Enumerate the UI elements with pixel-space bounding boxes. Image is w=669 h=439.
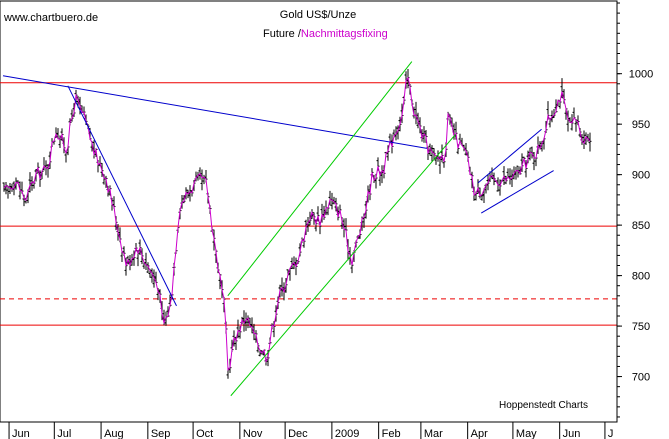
watermark: www.chartbuero.de	[3, 12, 98, 24]
y-tick-label: 800	[632, 271, 650, 283]
y-tick-label: 750	[632, 321, 650, 333]
trendline-apr-may-upper	[477, 128, 542, 184]
y-tick-label: 850	[632, 220, 650, 232]
trendline-channel-upper	[227, 61, 413, 297]
x-tick-label: Jul	[57, 428, 71, 439]
chart-subtitle: Future /Nachmittagsfixing	[263, 28, 388, 40]
trendline-channel-lower	[230, 133, 456, 397]
x-tick-label: Oct	[196, 428, 213, 439]
trendlines	[2, 61, 554, 397]
x-tick-label: J	[608, 428, 614, 439]
x-tick-label: Nov	[243, 428, 263, 439]
subtitle-highlight: Nachmittagsfixing	[301, 28, 388, 40]
y-tick-label: 1000	[629, 69, 653, 81]
chart-title: Gold US$/Unze	[280, 9, 356, 21]
trendline-apr-may-lower	[480, 170, 554, 214]
y-tick-label: 700	[632, 372, 650, 384]
x-tick-label: Aug	[104, 428, 124, 439]
x-tick-label: Sep	[151, 428, 171, 439]
y-tick-label: 950	[632, 119, 650, 131]
x-tick-label: Dec	[288, 428, 308, 439]
price-line	[3, 76, 591, 371]
subtitle-prefix: Future /	[263, 28, 302, 40]
x-axis: Jun Jul Aug Sep Oct Nov Dec 2009 Feb Mar Apr May Jun…	[8, 422, 614, 439]
trendline-long-term-resistance	[2, 75, 428, 149]
x-tick-label: Mar	[424, 428, 443, 439]
x-tick-label: Feb	[382, 428, 401, 439]
x-tick-label: Jun	[12, 428, 30, 439]
source-label: Hoppenstedt Charts	[499, 400, 588, 411]
y-tick-label: 900	[632, 170, 650, 182]
y-axis: 700 750 800 850 900 950 1000	[616, 1, 653, 422]
fixing-line	[3, 76, 591, 371]
x-tick-label: 2009	[335, 428, 359, 439]
x-tick-label: Apr	[471, 428, 488, 439]
x-tick-label: May	[516, 428, 537, 439]
trendline-jul-sep-downtrend	[67, 85, 177, 307]
ohlc-bar	[588, 132, 592, 152]
x-tick-label: Jun	[563, 428, 581, 439]
